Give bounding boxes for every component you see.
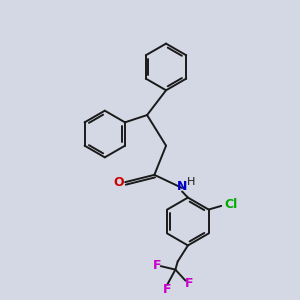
Text: Cl: Cl: [224, 198, 237, 211]
Text: F: F: [185, 277, 194, 290]
Text: N: N: [177, 180, 187, 193]
Text: H: H: [187, 177, 196, 187]
Text: F: F: [163, 283, 171, 296]
Text: F: F: [153, 259, 161, 272]
Text: O: O: [113, 176, 124, 189]
